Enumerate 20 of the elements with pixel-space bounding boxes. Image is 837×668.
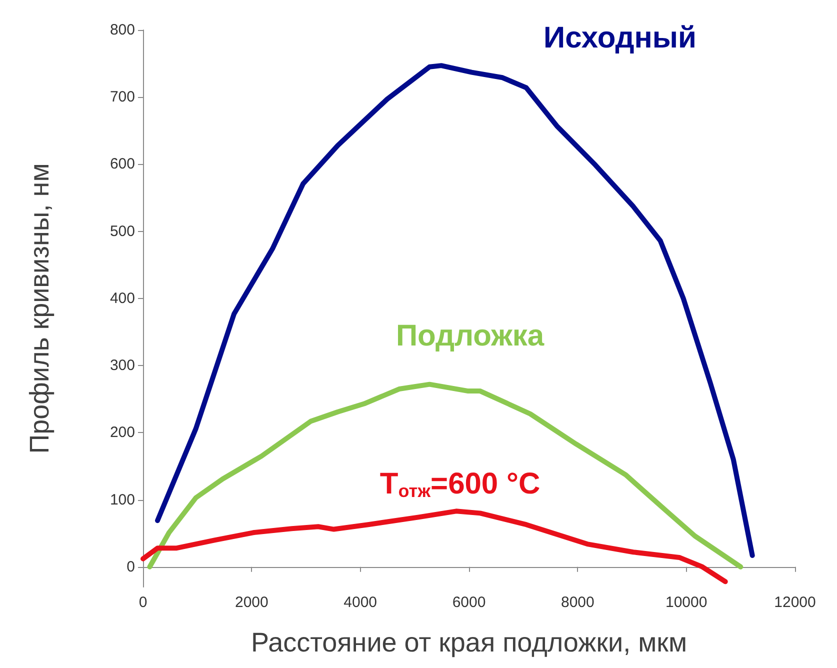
y-tick-label: 600: [110, 156, 135, 173]
series-label: Подложка: [396, 320, 544, 352]
x-tick-label: 0: [138, 594, 148, 611]
x-tick-label: 8000: [560, 594, 594, 611]
y-tick-label: 300: [110, 357, 135, 374]
y-tick-label: 200: [110, 424, 135, 442]
y-tick-label: 400: [110, 290, 135, 307]
x-tick-label: 10000: [665, 594, 708, 611]
x-axis-title: Расстояние от края подложки, мкм: [250, 628, 688, 658]
x-tick-label: 2000: [234, 594, 268, 611]
y-tick-label: 800: [110, 22, 135, 38]
y-axis-title: Профиль кривизны, нм: [24, 163, 54, 454]
y-tick-label: 700: [110, 88, 135, 106]
x-tick-label: 4000: [344, 594, 378, 611]
y-tick-label: 500: [110, 222, 135, 240]
y-tick-label: 100: [110, 491, 135, 508]
series-label: Исходный: [544, 22, 696, 54]
x-tick-label: 12000: [774, 594, 816, 611]
y-tick-label: 0: [126, 558, 135, 576]
x-tick-label: 6000: [452, 594, 486, 611]
